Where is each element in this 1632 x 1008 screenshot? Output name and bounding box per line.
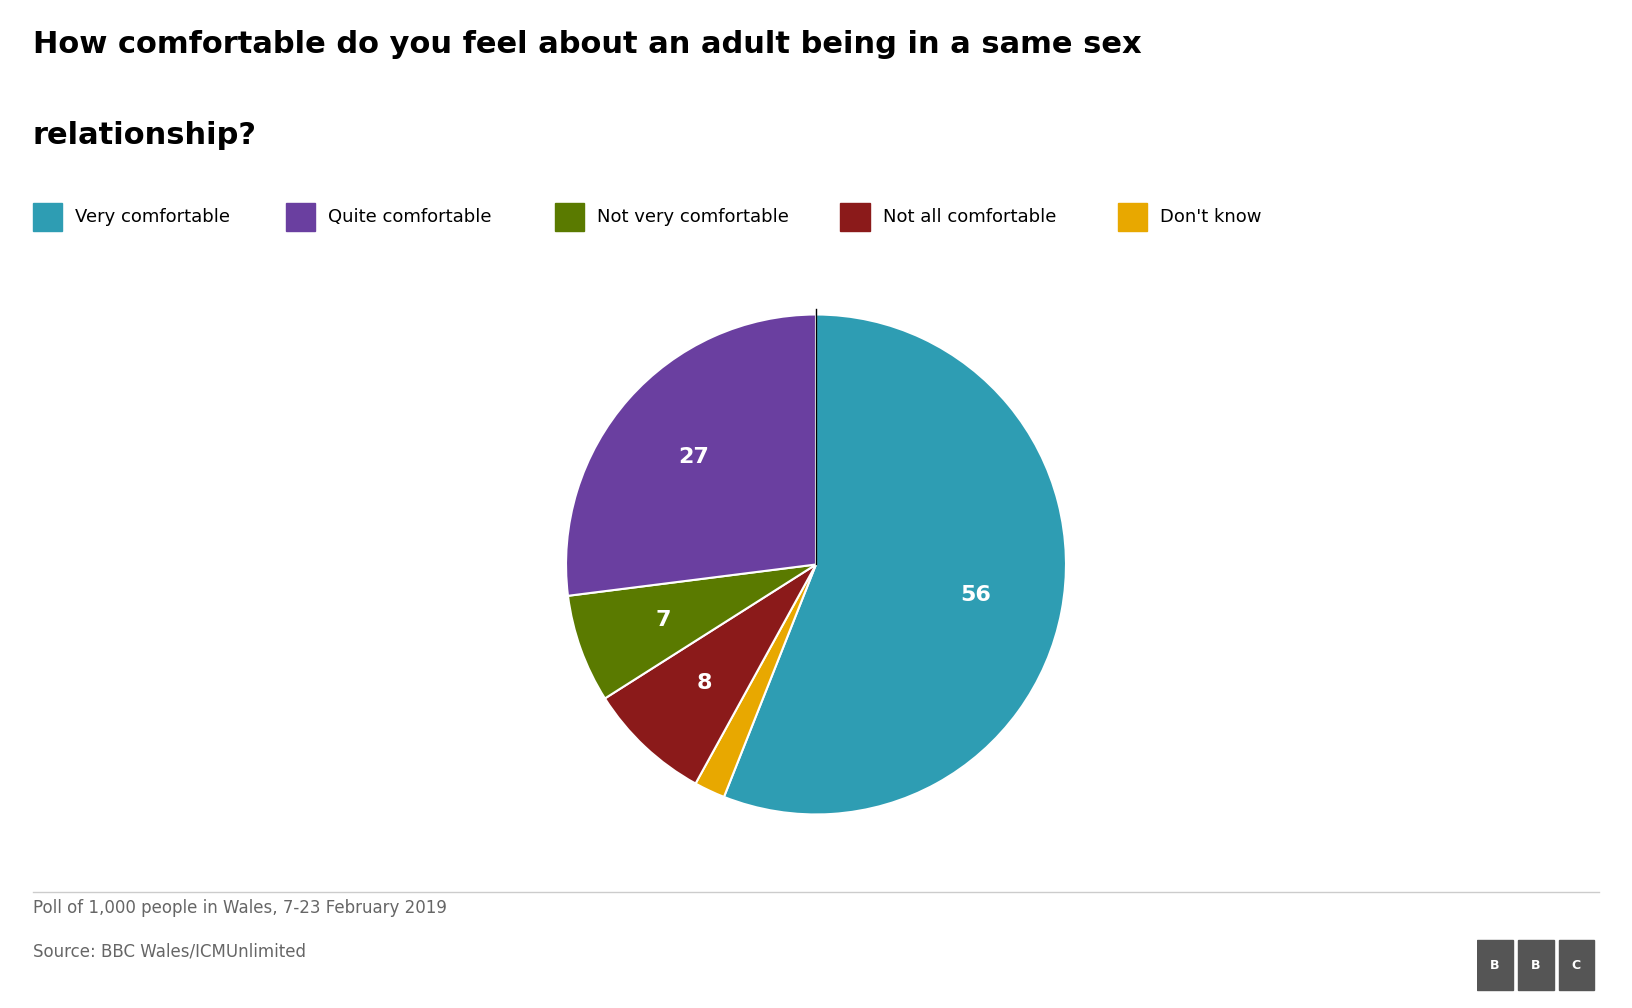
Text: Don't know: Don't know [1160, 208, 1262, 226]
Text: Poll of 1,000 people in Wales, 7-23 February 2019: Poll of 1,000 people in Wales, 7-23 Febr… [33, 899, 447, 917]
Text: Not all comfortable: Not all comfortable [883, 208, 1056, 226]
Text: C: C [1572, 959, 1581, 972]
Text: 56: 56 [960, 585, 991, 605]
Wedge shape [695, 564, 816, 797]
Text: Not very comfortable: Not very comfortable [597, 208, 790, 226]
Bar [1518, 940, 1554, 990]
Wedge shape [568, 564, 816, 699]
Text: 8: 8 [697, 673, 713, 692]
Bar [1559, 940, 1594, 990]
Text: Quite comfortable: Quite comfortable [328, 208, 491, 226]
Wedge shape [566, 314, 816, 596]
Text: How comfortable do you feel about an adult being in a same sex: How comfortable do you feel about an adu… [33, 30, 1141, 59]
Text: B: B [1490, 959, 1500, 972]
Wedge shape [725, 314, 1066, 814]
Text: 7: 7 [656, 610, 671, 630]
Text: Very comfortable: Very comfortable [75, 208, 230, 226]
Text: relationship?: relationship? [33, 121, 256, 150]
Bar [1477, 940, 1513, 990]
Text: Source: BBC Wales/ICMUnlimited: Source: BBC Wales/ICMUnlimited [33, 942, 305, 961]
Wedge shape [605, 564, 816, 783]
Text: 27: 27 [679, 447, 710, 467]
Text: B: B [1531, 959, 1541, 972]
